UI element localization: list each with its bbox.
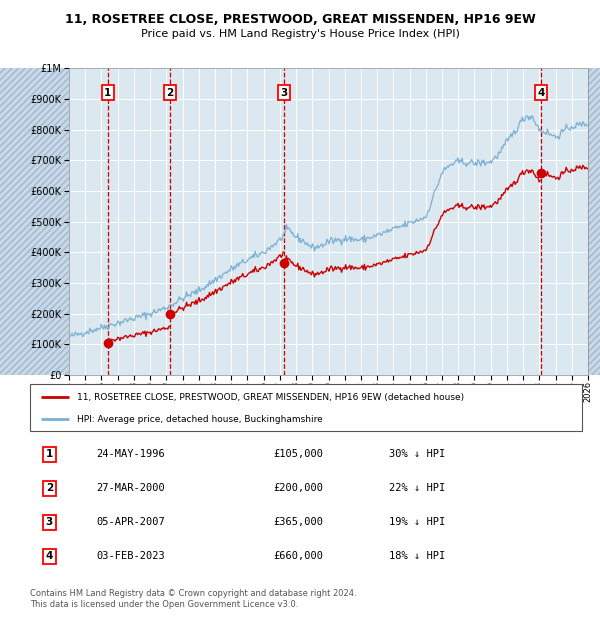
Text: 18% ↓ HPI: 18% ↓ HPI	[389, 551, 445, 562]
Text: £660,000: £660,000	[273, 551, 323, 562]
Text: 4: 4	[537, 88, 544, 98]
Text: 24-MAY-1996: 24-MAY-1996	[96, 449, 165, 459]
Text: 2: 2	[167, 88, 174, 98]
Text: 03-FEB-2023: 03-FEB-2023	[96, 551, 165, 562]
Text: 3: 3	[280, 88, 287, 98]
Text: £200,000: £200,000	[273, 483, 323, 494]
Text: 4: 4	[46, 551, 53, 562]
Text: 11, ROSETREE CLOSE, PRESTWOOD, GREAT MISSENDEN, HP16 9EW: 11, ROSETREE CLOSE, PRESTWOOD, GREAT MIS…	[65, 14, 535, 26]
Text: 11, ROSETREE CLOSE, PRESTWOOD, GREAT MISSENDEN, HP16 9EW (detached house): 11, ROSETREE CLOSE, PRESTWOOD, GREAT MIS…	[77, 393, 464, 402]
Text: 1: 1	[46, 449, 53, 459]
Text: 05-APR-2007: 05-APR-2007	[96, 517, 165, 528]
Text: 19% ↓ HPI: 19% ↓ HPI	[389, 517, 445, 528]
Text: 3: 3	[46, 517, 53, 528]
Text: Contains HM Land Registry data © Crown copyright and database right 2024.
This d: Contains HM Land Registry data © Crown c…	[30, 590, 356, 609]
Text: £105,000: £105,000	[273, 449, 323, 459]
Text: £365,000: £365,000	[273, 517, 323, 528]
Text: Price paid vs. HM Land Registry's House Price Index (HPI): Price paid vs. HM Land Registry's House …	[140, 29, 460, 39]
FancyBboxPatch shape	[30, 384, 582, 431]
Text: 27-MAR-2000: 27-MAR-2000	[96, 483, 165, 494]
Text: 22% ↓ HPI: 22% ↓ HPI	[389, 483, 445, 494]
Text: 2: 2	[46, 483, 53, 494]
Text: 30% ↓ HPI: 30% ↓ HPI	[389, 449, 445, 459]
Text: HPI: Average price, detached house, Buckinghamshire: HPI: Average price, detached house, Buck…	[77, 415, 323, 424]
Text: 1: 1	[104, 88, 112, 98]
